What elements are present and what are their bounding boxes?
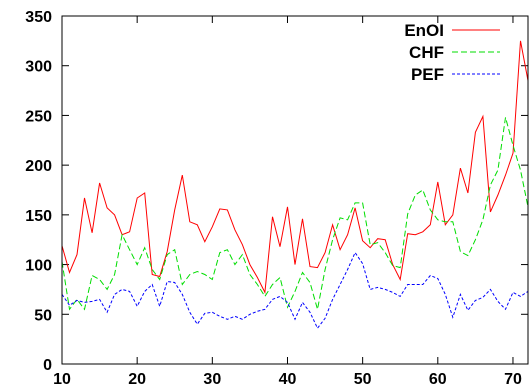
legend-label-chf: CHF	[409, 43, 444, 62]
y-tick-label: 350	[25, 9, 52, 26]
legend: EnOI CHF PEF	[404, 21, 500, 84]
y-tick-label: 50	[34, 307, 52, 324]
x-tick-label: 20	[128, 371, 146, 388]
y-tick-label: 300	[25, 59, 52, 76]
legend-label-pef: PEF	[411, 65, 444, 84]
series-line-chf	[61, 117, 529, 311]
legend-label-enoi: EnOI	[404, 21, 444, 40]
x-tick-label: 10	[53, 371, 71, 388]
x-tick-label: 30	[203, 371, 221, 388]
y-axis-ticks: 0 50 100 150 200 250 300 350	[25, 9, 528, 374]
x-tick-label: 70	[504, 371, 522, 388]
x-tick-label: 60	[429, 371, 447, 388]
y-tick-label: 150	[25, 208, 52, 225]
y-tick-label: 0	[43, 357, 52, 374]
series-line-pef	[61, 251, 529, 330]
x-axis-ticks: 10 20 30 40 50 60 70	[53, 16, 522, 388]
series-lines	[61, 40, 529, 330]
y-tick-label: 100	[25, 258, 52, 275]
plot-frame	[61, 15, 529, 365]
x-tick-label: 50	[354, 371, 372, 388]
x-tick-label: 40	[279, 371, 297, 388]
y-tick-label: 250	[25, 108, 52, 125]
series-line-enoi	[61, 40, 529, 295]
y-tick-label: 200	[25, 158, 52, 175]
